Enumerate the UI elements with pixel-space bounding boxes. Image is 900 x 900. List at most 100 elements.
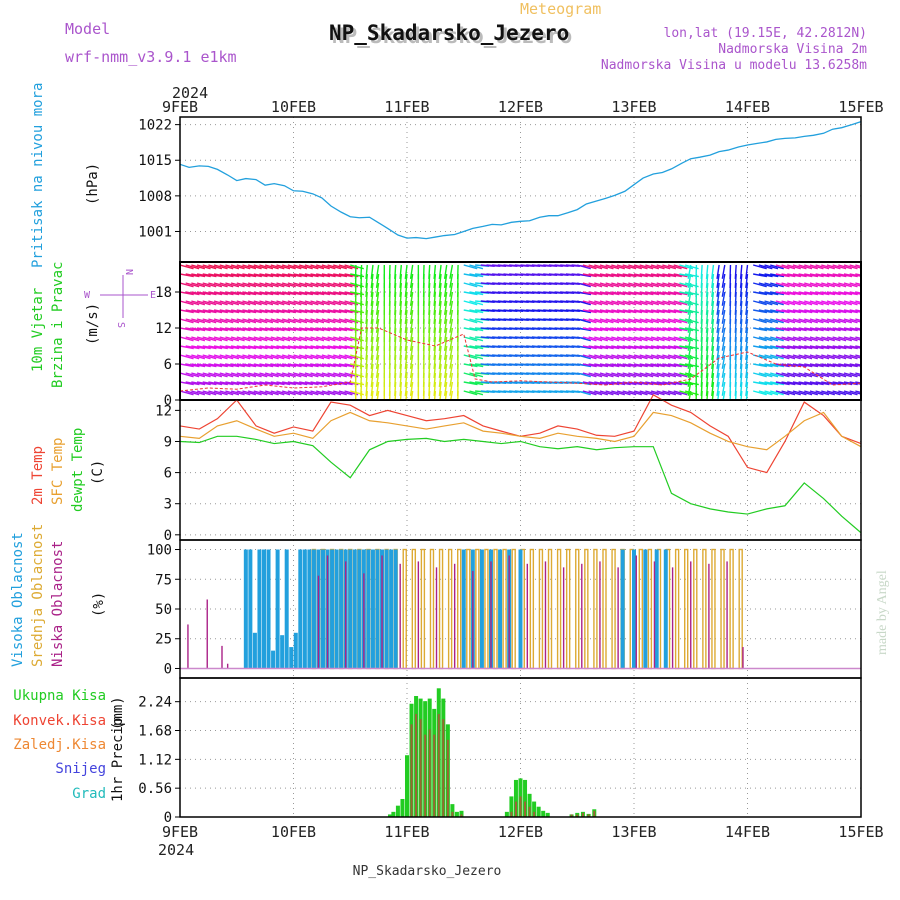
- wind-arrow: [745, 291, 749, 306]
- wind-arrow: [185, 300, 200, 306]
- wind-arrow: [687, 327, 692, 342]
- wind-arrow: [832, 291, 847, 296]
- wind-arrow: [721, 291, 726, 306]
- wind-arrow: [639, 309, 654, 314]
- wind-arrow: [758, 336, 773, 342]
- bottom-x-tick: 11FEB: [384, 823, 429, 841]
- wind-arrow: [628, 318, 643, 324]
- wind-arrow: [230, 282, 245, 288]
- year-top: 2024: [172, 84, 208, 102]
- wind-arrow: [281, 318, 296, 324]
- wind-arrow: [281, 300, 296, 306]
- wind-arrow: [225, 309, 240, 314]
- wind-arrow: [463, 372, 478, 378]
- wind-arrow: [821, 264, 835, 270]
- mid-cloud-bar: [684, 548, 689, 670]
- wind-arrow: [843, 291, 858, 296]
- wind-arrow: [855, 345, 861, 348]
- wind-arrow: [855, 264, 861, 268]
- wind-arrow: [236, 264, 251, 270]
- wind-arrow: [242, 354, 257, 360]
- wind-arrow: [399, 390, 403, 400]
- wind-arrow: [219, 318, 234, 324]
- wind-arrow: [247, 309, 262, 314]
- wind-arrow: [208, 291, 223, 296]
- wind-arrow: [463, 309, 478, 314]
- wind-arrow: [860, 274, 861, 275]
- wind-arrow: [739, 363, 743, 379]
- wind-arrow: [650, 327, 665, 332]
- wind-arrow: [605, 336, 620, 342]
- wind-arrow: [180, 354, 194, 360]
- wind-arrow: [196, 273, 211, 278]
- wind-arrow: [191, 336, 206, 342]
- wind-arrow: [633, 291, 648, 296]
- wind-arrow: [327, 309, 342, 314]
- wind-arrow: [745, 354, 749, 369]
- wind-arrow: [230, 363, 245, 368]
- high-cloud-bar: [461, 549, 466, 669]
- wind-arrow: [753, 363, 768, 368]
- wind-arrow: [645, 354, 660, 360]
- wind-arrow: [321, 318, 336, 324]
- wind-arrow: [338, 336, 353, 342]
- wind-arrow: [276, 381, 291, 386]
- wind-arrow: [711, 309, 715, 324]
- wind-arrow: [843, 354, 858, 360]
- wind-arrow: [405, 390, 408, 400]
- wind-arrow: [821, 309, 836, 314]
- wind-arrow: [582, 372, 597, 378]
- wind-arrow: [399, 363, 403, 379]
- wind-arrow: [662, 273, 677, 278]
- wind-arrow: [230, 309, 245, 314]
- wind-arrow: [739, 354, 743, 370]
- wind-arrow: [433, 264, 437, 280]
- wind-arrow: [667, 363, 682, 368]
- wind-arrow: [588, 273, 603, 278]
- wind-arrow: [855, 390, 861, 394]
- wind-arrow: [399, 336, 403, 352]
- wind-arrow: [588, 318, 603, 324]
- wind-arrow: [588, 264, 603, 270]
- wind-ytick-label: 18: [155, 285, 172, 301]
- wind-arrow: [242, 318, 257, 324]
- low-cloud-bar: [472, 570, 474, 669]
- wind-arrow: [826, 318, 841, 324]
- wind-arrow: [753, 309, 768, 314]
- wind-arrow: [798, 318, 813, 324]
- wind-arrow: [775, 327, 790, 332]
- wind-arrow: [804, 318, 818, 324]
- wind-arrow: [611, 300, 625, 306]
- wind-arrow: [582, 273, 597, 278]
- wind-arrow: [219, 309, 234, 314]
- wind-arrow: [443, 363, 448, 378]
- wind-arrow: [360, 264, 363, 280]
- wind-arrow: [656, 291, 671, 296]
- wind-arrow: [236, 345, 251, 350]
- wind-arrow: [804, 372, 818, 378]
- wind-arrow: [770, 336, 784, 342]
- wind-arrow: [316, 318, 330, 324]
- wind-arrow: [628, 264, 643, 270]
- wind-arrow: [310, 336, 325, 342]
- wind-arrow: [230, 327, 245, 332]
- wind-arrow: [804, 336, 818, 342]
- wind-arrow: [594, 318, 608, 324]
- wind-arrow: [264, 336, 279, 342]
- wind-arrow: [399, 264, 403, 280]
- wind-arrow: [826, 336, 841, 342]
- bottom-x-tick: 12FEB: [498, 823, 543, 841]
- wind-arrow: [622, 291, 637, 296]
- wind-arrow: [764, 354, 779, 360]
- temp2m-axis-label: 2m Temp: [30, 446, 46, 505]
- wind-arrow: [281, 264, 296, 270]
- wind-arrow: [700, 264, 703, 280]
- wind-arrow: [838, 336, 852, 342]
- wind-arrow: [611, 291, 626, 296]
- wind-arrow: [832, 363, 847, 368]
- wind-arrow: [781, 336, 796, 342]
- wind-arrow: [775, 264, 790, 270]
- wind-arrow: [860, 337, 861, 338]
